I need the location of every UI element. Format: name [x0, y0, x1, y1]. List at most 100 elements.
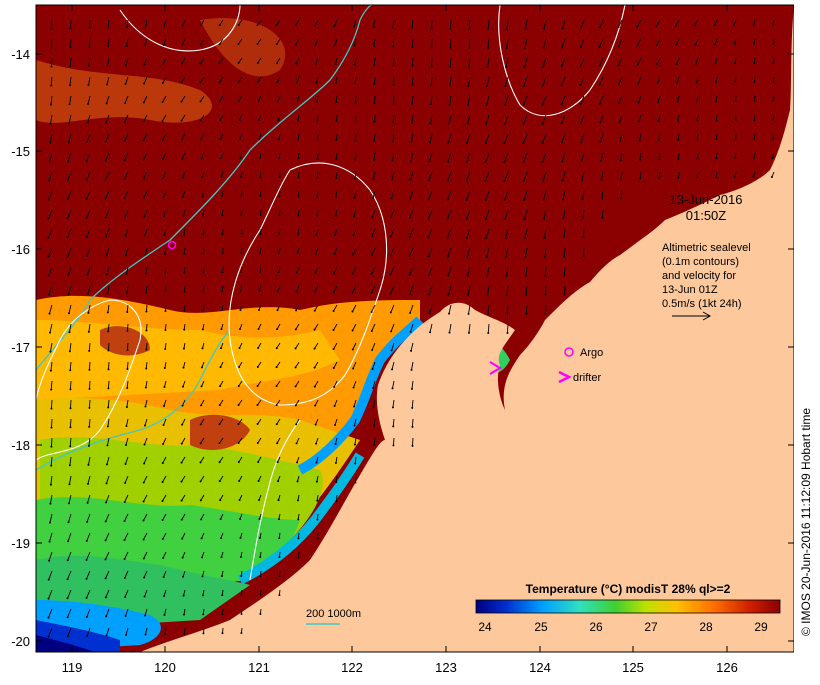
- velocity-arrow: [466, 171, 471, 181]
- velocity-arrow-head: [525, 293, 528, 296]
- velocity-arrow-head: [352, 215, 355, 218]
- velocity-arrow-head: [257, 81, 260, 84]
- velocity-arrow: [545, 304, 547, 314]
- velocity-arrow: [506, 285, 509, 296]
- velocity-arrow-head: [88, 45, 91, 48]
- velocity-arrow-head: [85, 539, 88, 542]
- velocity-arrow-head: [278, 176, 281, 179]
- velocity-arrow: [449, 57, 452, 67]
- velocity-arrow: [676, 76, 680, 83]
- velocity-arrow-head: [47, 616, 50, 619]
- velocity-arrow: [599, 57, 604, 66]
- velocity-arrow: [314, 342, 319, 349]
- velocity-arrow-head: [69, 388, 72, 391]
- velocity-arrow: [333, 304, 338, 312]
- velocity-arrow: [144, 418, 148, 426]
- velocity-arrow-head: [161, 82, 164, 85]
- velocity-arrow: [353, 228, 357, 236]
- velocity-arrow: [542, 114, 547, 124]
- velocity-arrow-head: [123, 158, 126, 161]
- velocity-arrow-head: [408, 254, 411, 257]
- velocity-arrow: [373, 76, 376, 84]
- velocity-arrow-head: [202, 271, 205, 274]
- velocity-arrow-head: [69, 407, 72, 410]
- land-mass: [140, 5, 794, 652]
- velocity-arrow: [163, 570, 167, 578]
- velocity-arrow: [335, 114, 338, 122]
- velocity-arrow: [144, 38, 148, 46]
- velocity-arrow-head: [199, 43, 202, 46]
- velocity-arrow: [409, 247, 414, 257]
- velocity-arrow-head: [447, 293, 450, 296]
- velocity-arrow: [675, 38, 680, 46]
- velocity-arrow-head: [218, 404, 221, 407]
- velocity-arrow: [506, 266, 509, 277]
- velocity-arrow-head: [411, 102, 414, 105]
- velocity-arrow: [428, 228, 433, 238]
- velocity-arrow-head: [161, 500, 164, 503]
- velocity-arrow-head: [86, 273, 89, 276]
- velocity-arrow: [86, 152, 91, 162]
- velocity-arrow-head: [523, 46, 526, 49]
- velocity-arrow: [334, 19, 338, 27]
- velocity-arrow: [561, 38, 566, 48]
- velocity-arrow-head: [144, 386, 147, 389]
- velocity-arrow: [373, 399, 376, 408]
- velocity-arrow-head: [316, 518, 319, 521]
- velocity-arrow: [466, 133, 471, 143]
- velocity-arrow-head: [373, 120, 376, 123]
- velocity-arrow: [314, 361, 319, 368]
- velocity-arrow-head: [47, 274, 50, 277]
- velocity-arrow-head: [181, 537, 184, 540]
- velocity-arrow-head: [465, 198, 468, 201]
- velocity-arrow: [468, 57, 471, 67]
- velocity-arrow-head: [48, 312, 51, 315]
- velocity-arrow-head: [86, 482, 89, 485]
- velocity-arrow-head: [66, 179, 69, 182]
- velocity-arrow: [543, 19, 547, 29]
- velocity-arrow-head: [275, 423, 278, 426]
- velocity-arrow: [69, 323, 72, 333]
- info-line: 0.5m/s (1kt 24h): [662, 298, 741, 310]
- velocity-arrow-head: [69, 65, 72, 68]
- velocity-arrow: [257, 418, 262, 425]
- velocity-arrow-head: [638, 139, 641, 142]
- velocity-arrow-head: [446, 217, 449, 220]
- velocity-arrow-head: [468, 27, 471, 30]
- velocity-arrow: [69, 38, 72, 48]
- velocity-arrow: [295, 399, 300, 406]
- velocity-arrow: [694, 19, 699, 26]
- velocity-arrow: [599, 19, 604, 28]
- velocity-arrow: [106, 247, 110, 256]
- velocity-arrow-head: [199, 423, 202, 426]
- velocity-arrow: [200, 133, 205, 140]
- velocity-arrow: [580, 133, 585, 143]
- velocity-arrow: [105, 608, 110, 617]
- velocity-arrow-head: [67, 141, 70, 144]
- velocity-arrow: [373, 133, 376, 142]
- velocity-arrow-head: [334, 215, 337, 218]
- velocity-arrow-head: [617, 45, 620, 48]
- velocity-arrow: [392, 57, 395, 66]
- velocity-arrow-head: [237, 24, 240, 27]
- velocity-arrow-head: [144, 405, 147, 408]
- velocity-arrow: [656, 19, 661, 27]
- velocity-arrow: [504, 95, 509, 106]
- velocity-arrow-head: [86, 520, 89, 523]
- x-tick-label: 120: [154, 660, 176, 675]
- velocity-arrow: [164, 380, 167, 388]
- velocity-arrow: [164, 608, 167, 616]
- velocity-arrow-head: [240, 252, 243, 255]
- velocity-arrow-head: [734, 157, 737, 160]
- velocity-arrow-head: [240, 575, 243, 578]
- velocity-arrow-head: [124, 443, 127, 446]
- velocity-arrow-head: [276, 328, 279, 331]
- velocity-arrow: [107, 437, 110, 446]
- velocity-arrow-head: [504, 217, 507, 220]
- velocity-arrow-head: [125, 291, 128, 294]
- velocity-arrow-head: [295, 43, 298, 46]
- velocity-arrow-head: [448, 84, 451, 87]
- velocity-arrow-head: [637, 82, 640, 85]
- velocity-arrow: [657, 95, 661, 103]
- velocity-arrow-head: [145, 367, 148, 370]
